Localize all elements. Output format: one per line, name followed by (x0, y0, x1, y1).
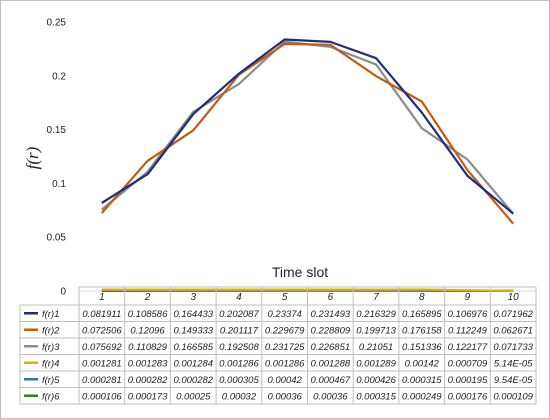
data-label: 0.000305 (219, 375, 259, 386)
data-label: 0.000281 (82, 375, 122, 386)
y-axis-label: f(r) (23, 146, 42, 169)
data-label: 0.001284 (173, 358, 213, 369)
y-tick-label: 0 (60, 287, 66, 298)
data-label: 0.000176 (448, 391, 488, 402)
data-label: 0.000109 (493, 391, 533, 402)
data-label: 0.000467 (311, 375, 351, 386)
x-tick-label: 9 (465, 292, 471, 303)
data-label: 0.001286 (265, 358, 305, 369)
data-label: 0.071962 (493, 309, 533, 320)
y-tick-label: 0.15 (47, 125, 67, 136)
data-label: 0.001288 (311, 358, 351, 369)
data-label: 0.176158 (402, 325, 442, 336)
y-axis: 0 0.05 0.1 0.15 0.2 0.25 (47, 18, 67, 298)
data-label: 0.12096 (130, 325, 165, 336)
data-label: 0.216329 (356, 309, 396, 320)
x-tick-label: 5 (282, 292, 288, 303)
data-label: 0.166585 (173, 342, 213, 353)
data-label: 0.000106 (82, 391, 122, 402)
series-line-f(r)2 (100, 42, 515, 225)
data-label: 0.000173 (128, 391, 168, 402)
data-label: 0.108586 (128, 309, 168, 320)
data-label: 0.229679 (265, 325, 305, 336)
data-label: 0.000282 (128, 375, 168, 386)
data-label: 0.231493 (311, 309, 351, 320)
data-label: 0.226851 (311, 342, 351, 353)
legend-label: f(r)6 (42, 391, 60, 402)
data-label: 0.106976 (448, 309, 488, 320)
legend-label: f(r)5 (42, 375, 60, 386)
data-label: 0.199713 (356, 325, 396, 336)
data-label: 0.112249 (448, 325, 488, 336)
x-tick-label: 10 (508, 292, 520, 303)
data-label: 0.151336 (402, 342, 442, 353)
data-label: 0.231725 (265, 342, 305, 353)
data-label: 0.000315 (402, 375, 442, 386)
data-label: 0.201117 (220, 325, 259, 336)
data-label: 0.071733 (493, 342, 533, 353)
data-label: 0.228809 (311, 325, 351, 336)
data-label: 0.21051 (359, 342, 393, 353)
data-label: 0.001286 (219, 358, 259, 369)
data-label: 0.110829 (128, 342, 168, 353)
data-label: 0.000195 (448, 375, 488, 386)
y-tick-label: 0.25 (47, 18, 67, 29)
data-label: 0.164433 (173, 309, 213, 320)
data-label: 0.00042 (267, 375, 302, 386)
data-label: 0.122177 (448, 342, 488, 353)
data-label: 0.081911 (82, 309, 121, 320)
y-tick-label: 0.1 (52, 179, 66, 190)
data-label: 0.192508 (219, 342, 259, 353)
y-tick-label: 0.2 (52, 71, 66, 82)
x-axis-label: Time slot (272, 264, 328, 280)
x-tick-label: 6 (328, 292, 334, 303)
series-line-f(r)1 (101, 38, 514, 215)
data-label: 0.00036 (267, 391, 302, 402)
data-label: 9.54E-05 (494, 375, 533, 386)
data-label: 0.072506 (82, 325, 122, 336)
data-label: 0.075692 (82, 342, 122, 353)
legend-label: f(r)3 (42, 342, 60, 353)
data-label: 0.000282 (173, 375, 213, 386)
series-line-f(r)3 (101, 40, 515, 215)
legend-label: f(r)4 (42, 358, 59, 369)
x-tick-label: 4 (236, 292, 242, 303)
data-label: 0.001281 (82, 358, 122, 369)
data-label: 0.00036 (313, 391, 348, 402)
x-tick-label: 8 (419, 292, 425, 303)
data-label: 0.202087 (219, 309, 259, 320)
x-tick-label: 3 (190, 292, 196, 303)
data-label: 0.000315 (356, 391, 396, 402)
y-tick-label: 0.05 (47, 233, 67, 244)
data-table: 1 2 3 4 5 6 7 8 9 10 f(r)1 0.081911 0.108586 0.164433… (19, 286, 537, 405)
x-tick-label: 2 (144, 292, 151, 303)
data-label: 0.001283 (128, 358, 168, 369)
data-label: 0.00032 (222, 391, 257, 402)
x-tick-label: 7 (373, 292, 379, 303)
plot-area (79, 38, 536, 292)
data-label: 5.14E-05 (494, 358, 533, 369)
legend-label: f(r)1 (42, 309, 59, 320)
data-label: 0.000709 (448, 358, 488, 369)
data-label: 0.23374 (267, 309, 301, 320)
data-label: 0.000426 (356, 375, 396, 386)
x-tick-label: 1 (99, 292, 105, 303)
data-label: 0.149333 (173, 325, 213, 336)
data-label: 0.00025 (176, 391, 211, 402)
data-label: 0.165895 (402, 309, 442, 320)
legend-label: f(r)2 (42, 325, 60, 336)
data-label: 0.000249 (402, 391, 442, 402)
data-label: 0.001289 (356, 358, 396, 369)
data-label: 0.062671 (493, 325, 533, 336)
data-label: 0.00142 (405, 358, 440, 369)
